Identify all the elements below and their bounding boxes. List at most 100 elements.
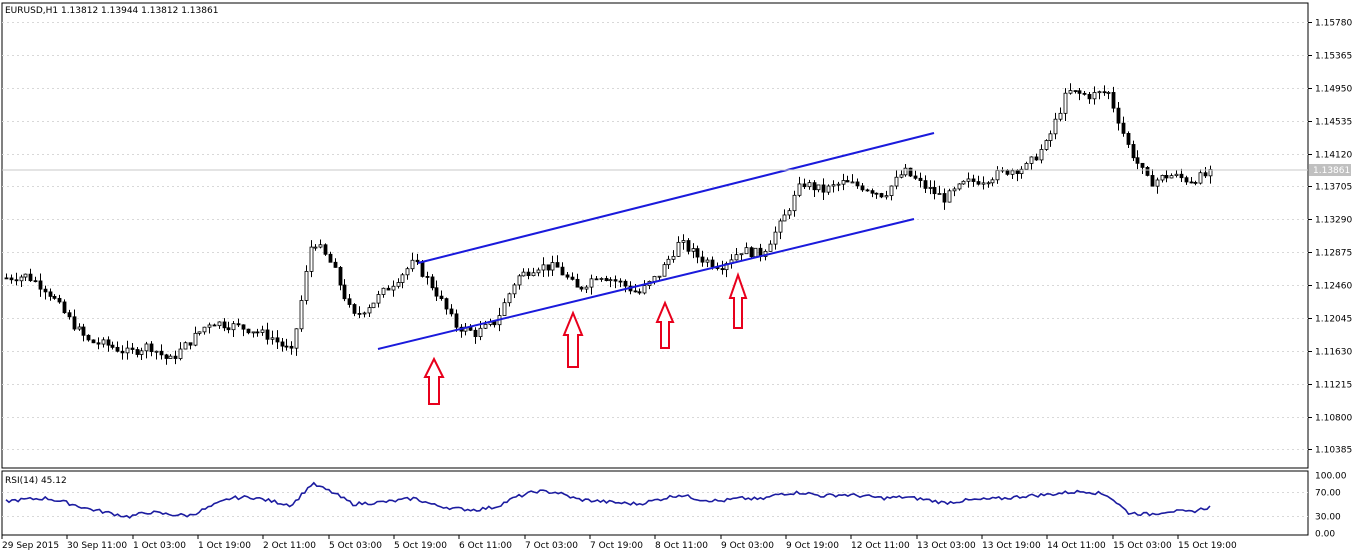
time-tick-label: 29 Sep 2015 [2, 541, 59, 551]
up-arrow-1[interactable] [423, 356, 445, 405]
rsi-panel[interactable]: 100.00 70.00 30.00 0.00 RSI(14) 45.12 [1, 470, 1347, 540]
candle-body [961, 180, 966, 185]
up-arrow-3[interactable] [655, 300, 675, 349]
candle-body [207, 324, 212, 328]
rsi-line [5, 481, 1211, 519]
candle-body [96, 342, 101, 345]
candle-body [782, 214, 787, 222]
time-tick-label: 13 Oct 03:00 [917, 541, 976, 551]
time-tick-label: 15 Oct 19:00 [1178, 541, 1237, 551]
channel-upper-line[interactable] [417, 132, 935, 264]
candle-body [550, 262, 555, 271]
price-panel[interactable]: 1.15780 1.15365 1.14950 1.14535 1.14120 1.137… [1, 2, 1352, 469]
candle-body [1189, 181, 1194, 184]
rsi-tick-label: 30.00 [1315, 513, 1341, 523]
candle-body [197, 331, 202, 334]
candle-body [420, 261, 425, 277]
candle-body [971, 178, 976, 182]
candle-body [633, 290, 638, 293]
candle-body [744, 247, 749, 255]
candle-body [618, 280, 623, 283]
candle-body [106, 339, 111, 346]
candle-body [584, 286, 589, 290]
candle-body [642, 285, 647, 294]
candle-body [381, 287, 386, 295]
candle-body [860, 185, 865, 191]
candle-body [923, 180, 928, 189]
candle-body [449, 308, 454, 315]
candle-body [546, 264, 551, 271]
time-tick-label: 12 Oct 11:00 [851, 541, 910, 551]
candle-body [787, 210, 792, 216]
time-tick-label: 14 Oct 11:00 [1047, 541, 1106, 551]
time-tick-label: 7 Oct 19:00 [590, 541, 643, 551]
candle-body [521, 271, 526, 277]
candle-body [1092, 92, 1097, 100]
candle-body [899, 174, 904, 178]
candle-body [1063, 92, 1068, 114]
candle-body [473, 329, 478, 338]
rsi-tick-label: 0.00 [1315, 530, 1335, 540]
candle-body [226, 327, 231, 331]
candle-body [705, 259, 710, 263]
candle-body [120, 350, 125, 354]
candle-body [62, 301, 67, 314]
candle-body [526, 271, 531, 277]
price-tick-label: 1.14535 [1315, 118, 1352, 128]
candle-body [91, 339, 96, 344]
candle-body [376, 294, 381, 304]
price-tick-label: 1.14120 [1315, 151, 1352, 161]
candle-body [342, 284, 347, 300]
up-arrow-2[interactable] [562, 310, 584, 368]
candle-body [362, 312, 367, 315]
candle-body [812, 182, 817, 191]
candle-body [1121, 122, 1126, 134]
candle-body [1024, 163, 1029, 170]
current-price-marker: 1.13861 [2, 164, 1351, 176]
candle-body [894, 176, 899, 187]
candle-body [294, 328, 299, 349]
candle-body [826, 185, 831, 193]
candle-body [154, 350, 159, 353]
candle-body [4, 277, 9, 280]
candle-body [928, 187, 933, 189]
candle-body [396, 282, 401, 287]
candle-body [637, 291, 642, 294]
candle-body [874, 192, 879, 195]
candle-body [947, 190, 952, 203]
time-tick-label: 6 Oct 11:00 [459, 541, 512, 551]
channel-lower-line[interactable] [377, 218, 915, 350]
candle-body [1145, 167, 1150, 176]
candle-body [478, 327, 483, 338]
candle-body [309, 246, 314, 272]
candle-body [560, 266, 565, 276]
time-tick-label: 5 Oct 19:00 [394, 541, 447, 551]
candle-body [23, 273, 28, 278]
candle-body [555, 262, 560, 268]
rsi-tick-label: 70.00 [1315, 489, 1341, 499]
candle-body [159, 350, 164, 356]
candle-body [14, 279, 19, 282]
candle-body [289, 345, 294, 349]
candle-body [188, 342, 193, 346]
candle-body [604, 278, 609, 282]
candle-body [149, 343, 154, 353]
candle-body [613, 279, 618, 282]
candle-body [1039, 149, 1044, 161]
candle-body [541, 264, 546, 271]
up-arrow-4[interactable] [728, 271, 748, 329]
candle-body [1160, 174, 1165, 181]
candle-body [1179, 173, 1184, 179]
time-tick-label: 8 Oct 11:00 [655, 541, 708, 551]
candle-body [1193, 182, 1198, 184]
price-tick-label: 1.15780 [1315, 19, 1352, 29]
candle-body [816, 184, 821, 191]
candle-body [400, 274, 405, 283]
candle-body [1150, 175, 1155, 187]
candle-body [695, 248, 700, 258]
candle-body [81, 326, 86, 336]
candle-body [865, 189, 870, 192]
candle-body [318, 244, 323, 248]
